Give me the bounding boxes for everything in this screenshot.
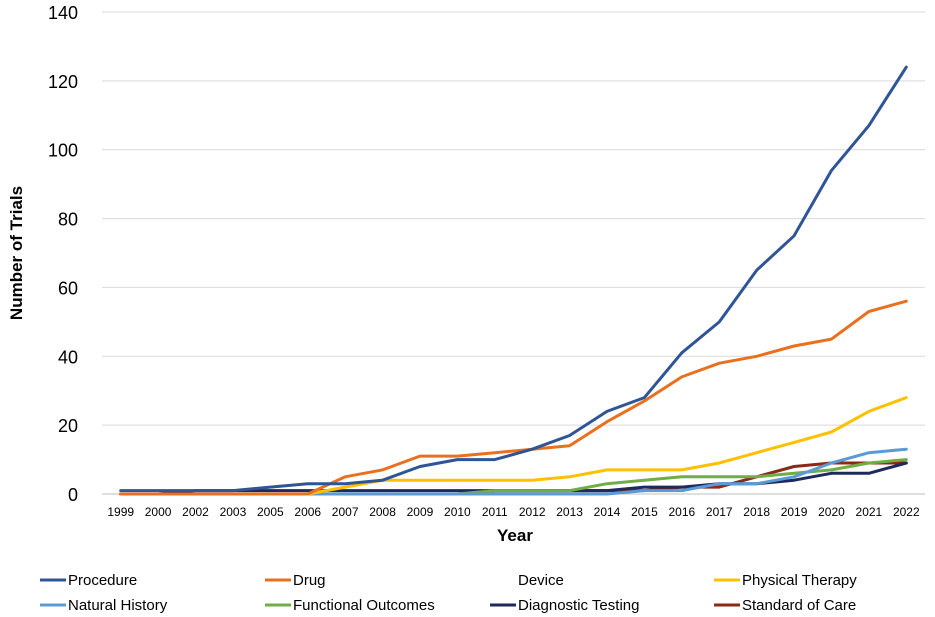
legend: Procedure Drug Device Physical Therapy Natur… bbox=[40, 572, 857, 614]
x-tick-label: 2011 bbox=[482, 505, 508, 519]
y-axis-ticks: 0 20 40 60 80 100 120 140 bbox=[48, 3, 78, 505]
x-tick-label: 2016 bbox=[668, 505, 695, 519]
y-tick-label: 80 bbox=[58, 210, 78, 230]
legend-label-standard-of-care: Standard of Care bbox=[742, 597, 856, 614]
legend-label-drug: Drug bbox=[293, 572, 326, 589]
y-tick-label: 100 bbox=[48, 141, 78, 161]
y-tick-label: 60 bbox=[58, 278, 78, 298]
x-tick-label: 2014 bbox=[594, 505, 621, 519]
legend-label-diagnostic-testing: Diagnostic Testing bbox=[518, 597, 639, 614]
series-line-drug bbox=[119, 299, 908, 496]
series-lines bbox=[119, 65, 908, 496]
x-tick-label: 2002 bbox=[182, 505, 209, 519]
x-tick-label: 2015 bbox=[631, 505, 658, 519]
x-tick-label: 2010 bbox=[444, 505, 471, 519]
gridlines bbox=[102, 11, 925, 426]
x-tick-label: 2003 bbox=[220, 505, 247, 519]
y-tick-label: 0 bbox=[68, 485, 78, 505]
x-tick-label: 2012 bbox=[519, 505, 546, 519]
x-tick-label: 2013 bbox=[556, 505, 583, 519]
x-tick-label: 2017 bbox=[706, 505, 733, 519]
y-tick-label: 40 bbox=[58, 347, 78, 367]
x-tick-label: 2000 bbox=[145, 505, 172, 519]
x-tick-label: 1999 bbox=[107, 505, 134, 519]
x-tick-label: 2021 bbox=[856, 505, 883, 519]
legend-label-device: Device bbox=[518, 572, 564, 589]
series-line-procedure bbox=[119, 65, 908, 493]
x-tick-label: 2009 bbox=[407, 505, 434, 519]
legend-label-procedure: Procedure bbox=[68, 572, 137, 589]
x-tick-label: 2008 bbox=[369, 505, 396, 519]
x-tick-label: 2005 bbox=[257, 505, 284, 519]
legend-label-functional-outcomes: Functional Outcomes bbox=[293, 597, 435, 614]
y-tick-label: 140 bbox=[48, 3, 78, 23]
x-tick-label: 2018 bbox=[743, 505, 770, 519]
x-tick-label: 2007 bbox=[332, 505, 359, 519]
legend-label-physical-therapy: Physical Therapy bbox=[742, 572, 857, 589]
y-tick-label: 120 bbox=[48, 72, 78, 92]
x-tick-label: 2022 bbox=[893, 505, 920, 519]
y-axis-title: Number of Trials bbox=[7, 186, 26, 320]
x-axis-title: Year bbox=[497, 526, 533, 545]
y-tick-label: 20 bbox=[58, 416, 78, 436]
legend-label-natural-history: Natural History bbox=[68, 597, 168, 614]
x-tick-label: 2019 bbox=[781, 505, 808, 519]
x-axis-ticks: 1999 2000 2002 2003 2005 2006 2007 2008 2009 2010… bbox=[107, 505, 920, 519]
x-tick-label: 2006 bbox=[294, 505, 321, 519]
x-tick-label: 2020 bbox=[818, 505, 845, 519]
